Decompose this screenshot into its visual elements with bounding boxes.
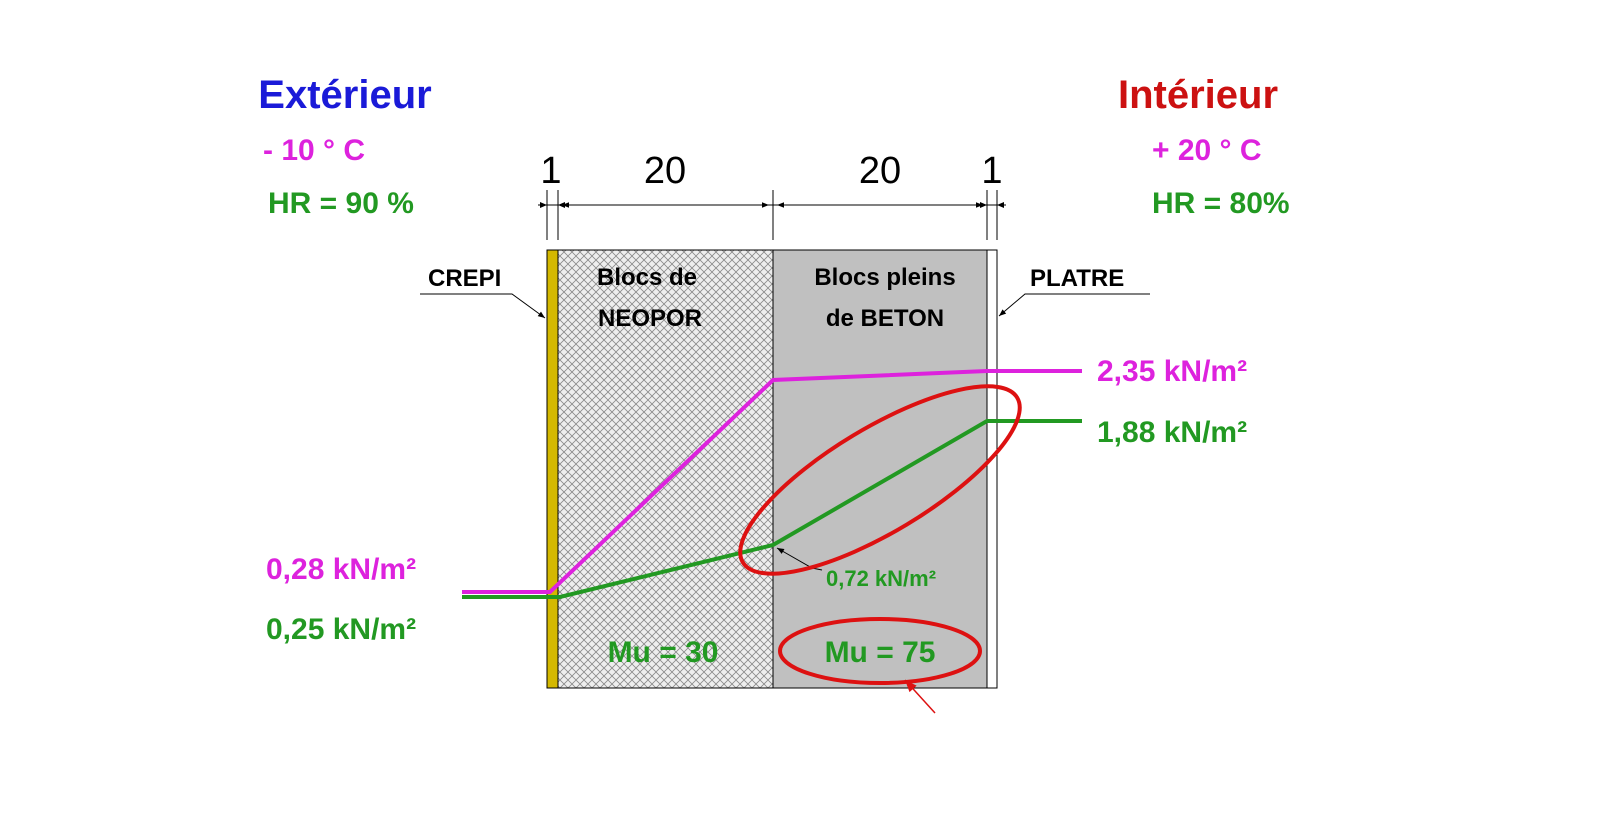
interior-saturation-pressure: 2,35 kN/m² [1097, 355, 1247, 388]
highlight-arrow [904, 679, 936, 714]
dimension-beton: 20 [859, 150, 901, 192]
neopor-label-line1: Blocs de [597, 264, 697, 291]
dimension-crepi: 1 [540, 150, 561, 192]
crepi-label: CREPI [428, 265, 501, 292]
exterior-saturation-pressure: 0,28 kN/m² [266, 553, 416, 586]
exterior-vapour-pressure: 0,25 kN/m² [266, 613, 416, 646]
exterior-temperature: - 10 ° C [263, 134, 365, 167]
crepi-layer [546, 249, 559, 689]
saturation-pressure-line [462, 369, 1082, 594]
interior-vapour-pressure: 1,88 kN/m² [1097, 416, 1247, 449]
beton-layer [772, 249, 988, 689]
interior-title: Intérieur [1118, 73, 1278, 117]
interior-temperature: + 20 ° C [1152, 134, 1262, 167]
platre-layer [986, 249, 998, 689]
highlight-ellipse-beton-gradient [738, 384, 1022, 576]
platre-leader [998, 293, 1150, 317]
beton-label-line2: de BETON [826, 305, 944, 332]
dimension-line [538, 190, 1006, 240]
exterior-humidity: HR = 90 % [268, 187, 414, 220]
beton-label-line1: Blocs pleins [814, 264, 955, 291]
neopor-mu: Mu = 30 [608, 636, 719, 669]
highlight-ellipse-beton-mu [778, 617, 982, 685]
platre-label: PLATRE [1030, 265, 1124, 292]
dimension-neopor: 20 [644, 150, 686, 192]
beton-mu: Mu = 75 [825, 636, 936, 669]
crepi-leader [420, 293, 546, 319]
exterior-title: Extérieur [258, 73, 431, 117]
interface-pressure-label: 0,72 kN/m² [826, 566, 936, 591]
interior-humidity: HR = 80% [1152, 187, 1290, 220]
neopor-label-line2: NEOPOR [598, 305, 702, 332]
neopor-layer [557, 249, 774, 689]
dimension-platre: 1 [981, 150, 1002, 192]
